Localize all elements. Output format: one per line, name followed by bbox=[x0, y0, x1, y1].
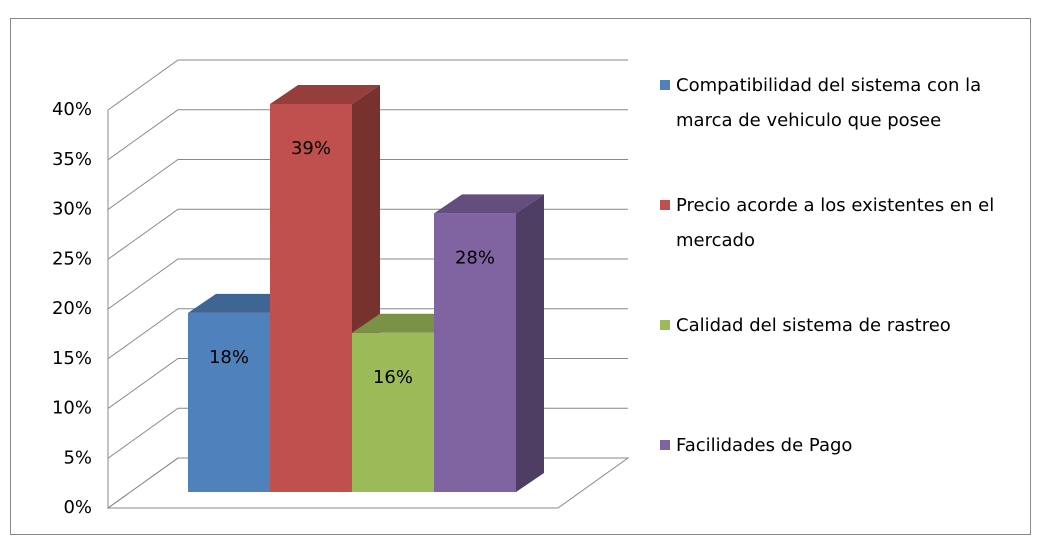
legend-label: Calidad del sistema de rastreo bbox=[676, 315, 951, 336]
y-tick-label: 20% bbox=[52, 298, 92, 319]
bar-top bbox=[270, 84, 380, 104]
y-tick-label: 5% bbox=[63, 447, 92, 468]
legend-swatch bbox=[660, 80, 670, 90]
y-tick-label: 0% bbox=[63, 497, 92, 518]
y-tick-label: 25% bbox=[52, 248, 92, 269]
legend-swatch bbox=[660, 440, 670, 450]
legend-entry: Compatibilidad del sistema con la marca … bbox=[660, 68, 1020, 138]
bar bbox=[352, 332, 434, 492]
legend-entry: Facilidades de Pago bbox=[660, 428, 1020, 463]
legend-swatch bbox=[660, 320, 670, 330]
bar bbox=[434, 213, 516, 492]
bar bbox=[270, 103, 352, 492]
data-label: 18% bbox=[209, 347, 249, 368]
bar-side bbox=[516, 194, 544, 492]
legend-entry: Calidad del sistema de rastreo bbox=[660, 308, 1020, 343]
legend-entry: Precio acorde a los existentes en el mer… bbox=[660, 188, 1020, 258]
data-label: 39% bbox=[291, 138, 331, 159]
legend-label: Facilidades de Pago bbox=[676, 435, 853, 456]
y-tick-label: 40% bbox=[52, 99, 92, 120]
y-tick-label: 35% bbox=[52, 149, 92, 170]
grid-line bbox=[107, 159, 628, 210]
y-tick-label: 30% bbox=[52, 199, 92, 220]
grid-line bbox=[107, 59, 628, 111]
legend-label: Compatibilidad del sistema con la marca … bbox=[676, 75, 982, 131]
y-tick-label: 10% bbox=[52, 398, 92, 419]
legend-label: Precio acorde a los existentes en el mer… bbox=[676, 195, 995, 251]
bar bbox=[188, 312, 270, 492]
data-label: 28% bbox=[455, 247, 495, 268]
y-tick-label: 15% bbox=[52, 348, 92, 369]
grid-line bbox=[107, 109, 628, 161]
legend-swatch bbox=[660, 200, 670, 210]
bar-top bbox=[434, 194, 544, 214]
data-label: 16% bbox=[373, 367, 413, 388]
